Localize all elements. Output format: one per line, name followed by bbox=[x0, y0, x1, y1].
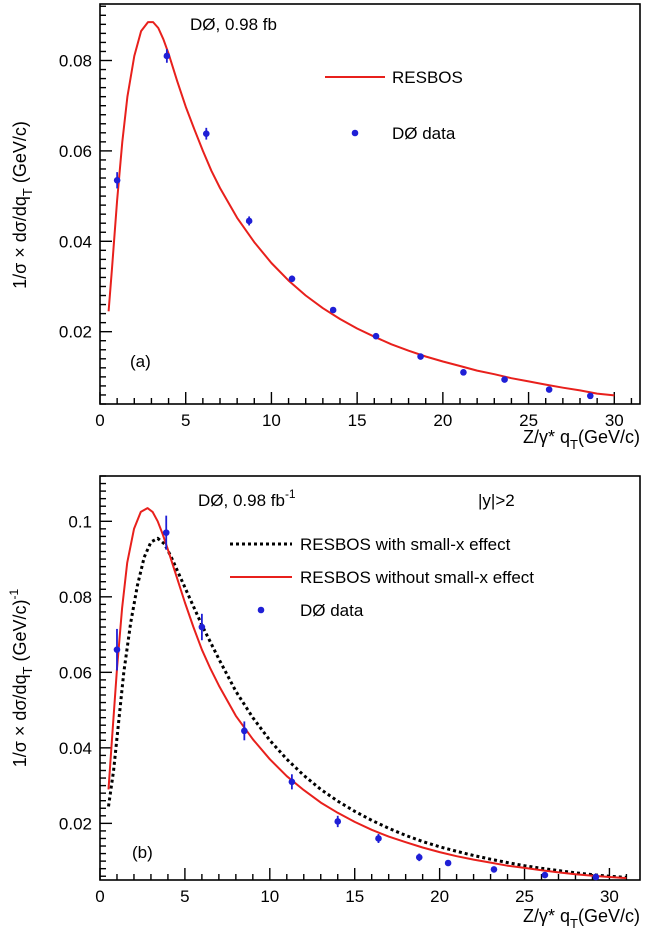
data-point bbox=[202, 130, 210, 138]
x-tick-label: 15 bbox=[348, 411, 367, 430]
y-axis-label: 1/σ × dσ/dqT (GeV/c) bbox=[10, 121, 35, 289]
rapidity-cut-annotation: |y|>2 bbox=[478, 491, 515, 510]
data-point bbox=[490, 866, 498, 873]
y-tick-label: 0.02 bbox=[59, 814, 92, 833]
x-tick-label: 10 bbox=[262, 411, 281, 430]
y-tick-label: 0.04 bbox=[59, 739, 92, 758]
x-tick-label: 0 bbox=[95, 887, 104, 906]
x-tick-label: 30 bbox=[600, 887, 619, 906]
x-tick-label: 20 bbox=[430, 887, 449, 906]
y-tick-label: 0.04 bbox=[59, 232, 92, 251]
data-point bbox=[288, 778, 296, 786]
data-points bbox=[113, 515, 600, 881]
y-tick-label: 0.06 bbox=[59, 142, 92, 161]
y-tick-label: 0.1 bbox=[68, 512, 92, 531]
data-point bbox=[245, 217, 253, 225]
panel-label: (a) bbox=[130, 352, 151, 371]
chart-panel-b: 0 5 10 15 20 25 30 0.02 0.04 0.06 0.08 0.1 DØ, 0.98 … bbox=[7, 475, 641, 931]
x-tick-label: 30 bbox=[605, 411, 624, 430]
data-point bbox=[501, 376, 508, 383]
data-point bbox=[162, 529, 170, 536]
legend-label: RESBOS with small-x effect bbox=[300, 535, 511, 554]
y-tick-label: 0.06 bbox=[59, 663, 92, 682]
x-tick-label: 25 bbox=[519, 411, 538, 430]
data-point bbox=[163, 52, 171, 60]
data-point bbox=[545, 386, 553, 393]
data-point bbox=[329, 306, 337, 314]
plot-frame bbox=[99, 475, 641, 881]
y-tick-label: 0.08 bbox=[59, 588, 92, 607]
data-point bbox=[460, 369, 467, 376]
data-point bbox=[372, 332, 380, 340]
legend-label: RESBOS without small-x effect bbox=[300, 568, 534, 587]
legend-marker-point bbox=[257, 606, 265, 614]
data-points bbox=[113, 49, 594, 400]
legend-marker-point bbox=[351, 129, 359, 137]
data-point bbox=[415, 854, 423, 861]
data-point bbox=[113, 646, 121, 653]
plot-frame bbox=[99, 3, 641, 405]
legend-label: DØ data bbox=[392, 124, 456, 143]
legend-label: RESBOS bbox=[392, 68, 463, 87]
data-point bbox=[198, 623, 206, 631]
x-tick-label: 25 bbox=[515, 887, 534, 906]
x-tick-label: 5 bbox=[181, 411, 190, 430]
x-tick-label: 15 bbox=[345, 887, 364, 906]
y-tick-label: 0.08 bbox=[59, 51, 92, 70]
chart-panel-a: 0 5 10 15 20 25 30 0.02 0.04 0.06 0.08 DØ, 0.98 fb (… bbox=[10, 3, 641, 452]
data-point bbox=[592, 873, 600, 881]
data-point bbox=[241, 727, 248, 735]
series-line-resbos bbox=[107, 21, 615, 397]
x-axis-label: Z/γ* qT(GeV/c) bbox=[523, 427, 640, 452]
experiment-annotation: DØ, 0.98 fb-1 bbox=[198, 487, 296, 510]
x-tick-label: 0 bbox=[95, 411, 104, 430]
data-point bbox=[375, 835, 382, 842]
x-tick-label: 10 bbox=[260, 887, 279, 906]
panel-label: (b) bbox=[132, 843, 153, 862]
y-axis-label: 1/σ × dσ/dqT (GeV/c)-1 bbox=[7, 588, 35, 767]
data-point bbox=[288, 275, 296, 283]
experiment-annotation: DØ, 0.98 fb bbox=[190, 15, 277, 34]
data-point bbox=[541, 871, 549, 879]
data-point bbox=[334, 818, 342, 825]
x-tick-label: 20 bbox=[433, 411, 452, 430]
legend: RESBOS DØ data bbox=[325, 68, 463, 143]
legend-label: DØ data bbox=[300, 601, 364, 620]
x-tick-label: 5 bbox=[180, 887, 189, 906]
data-point bbox=[586, 392, 594, 400]
series-line-resbos bbox=[107, 507, 627, 880]
series-line-small-x bbox=[107, 536, 627, 879]
data-point bbox=[444, 859, 452, 867]
legend: RESBOS with small-x effect RESBOS without… bbox=[230, 535, 534, 620]
y-tick-label: 0.02 bbox=[59, 323, 92, 342]
data-point bbox=[417, 353, 424, 360]
data-point bbox=[113, 176, 121, 184]
x-axis-label: Z/γ* qT(GeV/c) bbox=[523, 906, 640, 931]
